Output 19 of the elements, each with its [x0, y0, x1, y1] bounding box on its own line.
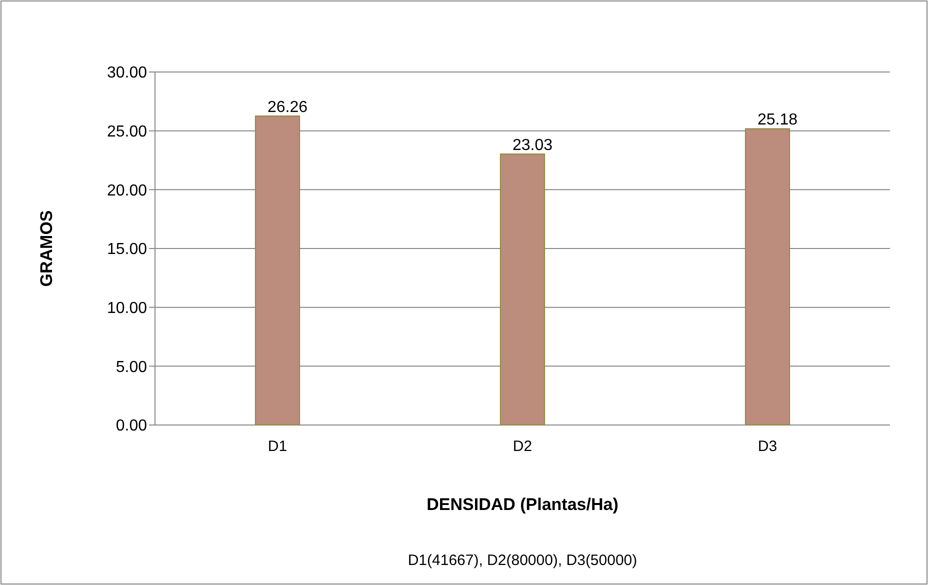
- x-tick-label: D3: [758, 438, 778, 455]
- y-tick-label: 20.00: [106, 182, 148, 200]
- data-label: 26.26: [267, 99, 308, 116]
- data-label: 23.03: [512, 137, 553, 154]
- y-tick-label: 10.00: [106, 300, 148, 317]
- y-axis-title: GRAMOS: [37, 210, 56, 287]
- y-tick-label: 5.00: [116, 358, 148, 376]
- y-tick-label: 15.00: [106, 241, 148, 258]
- text: D1(41667), D2(80000), D3(50000): [408, 552, 638, 569]
- bar: [744, 128, 790, 426]
- y-tick-label: 0.00: [116, 418, 148, 435]
- y-tick-label: 30.00: [106, 64, 148, 82]
- bar: [254, 116, 300, 426]
- bar: [500, 154, 546, 426]
- x-tick-label: D2: [512, 438, 532, 455]
- y-tick-label: 25.00: [106, 123, 148, 140]
- x-axis-title: DENSIDAD (Plantas/Ha): [426, 495, 618, 514]
- data-label: 25.18: [757, 112, 798, 129]
- x-tick-label: D1: [268, 438, 288, 455]
